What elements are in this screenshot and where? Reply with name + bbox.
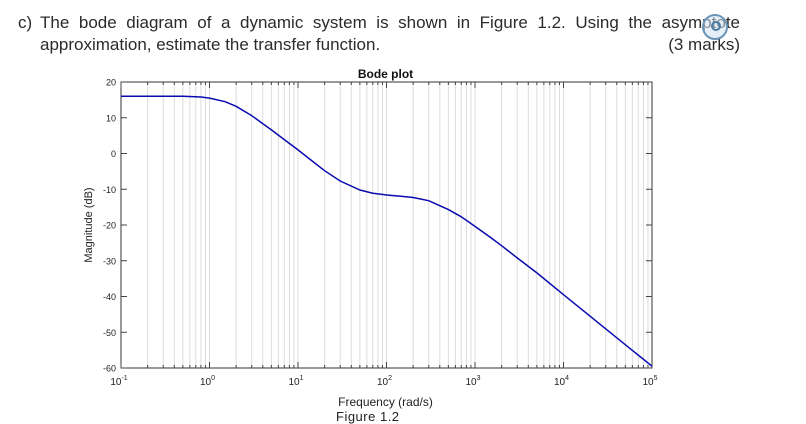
question-label: c) xyxy=(18,13,33,32)
y-tick-label: -30 xyxy=(103,256,116,266)
y-tick-label: -40 xyxy=(103,292,116,302)
lens-search-icon[interactable] xyxy=(702,14,728,40)
x-tick-label: 10-1 xyxy=(110,375,127,388)
y-tick-label: -20 xyxy=(103,221,116,231)
x-tick-label: 101 xyxy=(288,375,303,388)
series-line xyxy=(121,95,653,367)
question-line-1: c) The bode diagram of a dynamic system … xyxy=(18,12,740,34)
x-axis-label: Frequency (rad/s) xyxy=(338,395,433,409)
marks-label: (3 marks) xyxy=(668,35,740,54)
chart-ticks xyxy=(120,81,652,369)
y-tick-label: -50 xyxy=(103,328,116,338)
y-tick-label: 10 xyxy=(106,113,116,123)
chart-grid xyxy=(120,82,649,368)
question-sentence-1: The bode diagram of a dynamic system is … xyxy=(40,13,740,32)
x-tick-label: 102 xyxy=(377,375,392,388)
bode-plot-chart: 10-1 100 101 102 103 104 105 20100-10-20-30-40… xyxy=(83,67,658,409)
x-tick-label: 103 xyxy=(465,375,480,388)
x-tick-label: 104 xyxy=(554,375,569,388)
question-sentence-2: approximation, estimate the transfer fun… xyxy=(40,35,381,54)
chart-title: Bode plot xyxy=(358,67,413,81)
x-tick-label: 105 xyxy=(642,375,657,388)
y-tick-label: 0 xyxy=(111,149,116,159)
question-line-2: approximation, estimate the transfer fun… xyxy=(18,34,740,56)
y-axis-label: Magnitude (dB) xyxy=(83,187,95,262)
x-tick-label: 100 xyxy=(200,375,215,388)
figure-caption: Figure 1.2 xyxy=(336,409,400,424)
y-tick-label: 20 xyxy=(106,78,116,88)
y-tick-label: -60 xyxy=(103,364,116,374)
y-tick-label: -10 xyxy=(103,185,116,195)
x-tick-labels: 10-1 100 101 102 103 104 105 xyxy=(110,375,657,388)
y-tick-labels: 20 10 0 -10 -20 -30 -40 -50 -60 xyxy=(103,78,116,374)
question-text: c) The bode diagram of a dynamic system … xyxy=(18,12,740,56)
